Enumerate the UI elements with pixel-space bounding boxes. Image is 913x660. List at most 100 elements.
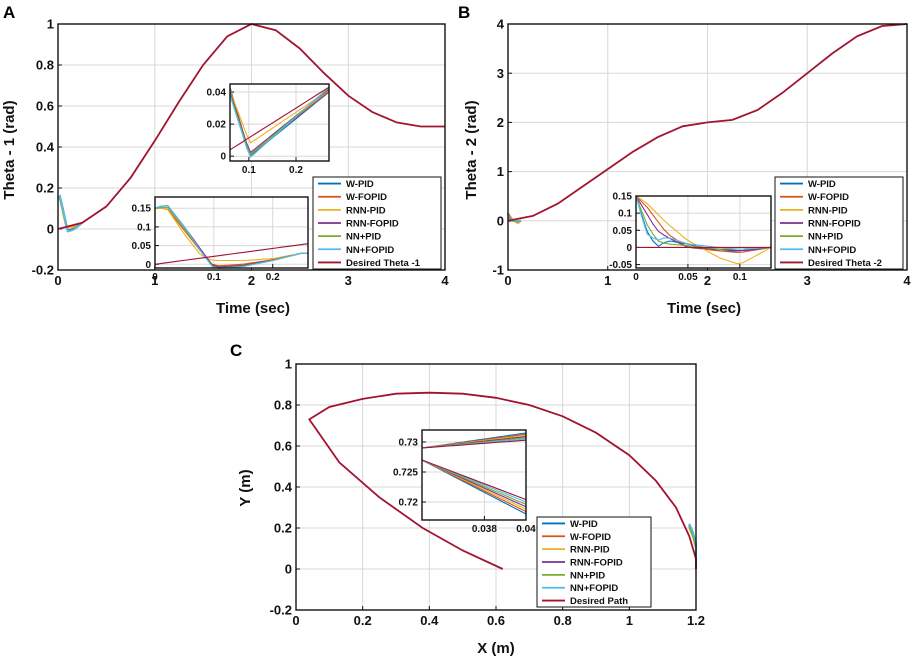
panel-b-legend-label: NN+FOPID — [808, 245, 856, 256]
panel-a-legend-label: RNN-FOPID — [346, 219, 399, 230]
panel-b-inset-line-2 — [635, 195, 772, 265]
panel-a-xlabel: Time (sec) — [216, 300, 290, 317]
panel-a-inset-top-ytick-label: 0 — [220, 152, 226, 163]
panel-a-ytick-label: 0.4 — [36, 140, 55, 155]
panel-c-ytick-label: -0.2 — [270, 603, 292, 618]
panel-c-legend-label: NN+FOPID — [570, 583, 618, 594]
panel-a-legend-label: Desired Theta -1 — [346, 258, 421, 269]
panel-a-inset-top-line-6 — [229, 86, 330, 151]
panel-c-xtick-label: 0.6 — [487, 613, 505, 628]
panel-a-xtick-label: 0 — [54, 273, 61, 288]
panel-b-ytick-label: 3 — [497, 66, 504, 81]
panel-c-xtick-label: 0.4 — [420, 613, 439, 628]
panel-b-inset-xtick-label: 0.05 — [678, 272, 698, 283]
panel-b-inset-frame — [635, 195, 772, 269]
panel-c-frame — [295, 363, 697, 611]
panel-a-ytick-label: 0.6 — [36, 99, 54, 114]
panel-a-legend-label: NN+FOPID — [346, 245, 394, 256]
panel-c-inset-xtick-label: 0.038 — [472, 524, 497, 535]
panel-a-inset-bottom-ytick-label: 0.15 — [132, 204, 152, 215]
panel-a-xtick-label: 4 — [441, 273, 449, 288]
panel-c-inset-line-13 — [421, 459, 527, 501]
panel-a-label: A — [3, 3, 15, 22]
panel-a-ytick-label: 0 — [47, 222, 54, 237]
panel-c-xtick-label: 0 — [292, 613, 299, 628]
panel-c-series-desired — [308, 391, 697, 570]
panel-a: A 0 1 2 3 4-0.200.20.40.60.810.1 0.200.020.04… — [1, 3, 449, 317]
panel-a-plot: 0 1 2 3 4-0.200.20.40.60.810.1 0.200.020.040 0… — [32, 17, 450, 288]
panel-a-legend-label: W-PID — [346, 179, 374, 190]
panel-c-inset-xtick-label: 0.04 — [516, 524, 536, 535]
panel-a-inset-bottom-line-2 — [155, 207, 308, 262]
panel-c-ylabel: Y (m) — [237, 469, 254, 506]
panel-b-inset-bg — [636, 196, 771, 268]
panel-a-inset-top-xtick-label: 0.1 — [242, 165, 256, 176]
panel-c: C 0 0.2 0.4 0.6 0.8 1 1.2-0.200.20.40.60.810.0… — [230, 341, 705, 657]
panel-a-inset-bottom-xtick-label: 0.2 — [266, 272, 280, 283]
panel-b-xtick-label: 4 — [903, 273, 911, 288]
panel-b-inset-xtick-label: 0.1 — [733, 272, 747, 283]
panel-a-inset-bottom-frame — [154, 196, 309, 269]
panel-c-legend-label: W-FOPID — [570, 532, 611, 543]
panel-c-legend-label: W-PID — [570, 519, 598, 530]
panel-b-inset-ytick-label: 0.05 — [613, 226, 633, 237]
panel-a-xtick-label: 2 — [248, 273, 255, 288]
panel-b-legend-label: RNN-FOPID — [808, 219, 861, 230]
panel-c-legend-label: NN+PID — [570, 570, 605, 581]
panel-a-inset-bottom-ytick-label: 0 — [145, 260, 151, 271]
panel-c-ytick-label: 0.6 — [274, 439, 292, 454]
panel-b-inset-ytick-label: 0 — [626, 243, 632, 254]
panel-a-xtick-label: 1 — [151, 273, 158, 288]
panel-b-legend-label: W-FOPID — [808, 192, 849, 203]
panel-a-legend-label: W-FOPID — [346, 192, 387, 203]
panel-c-inset-ytick-label: 0.72 — [399, 498, 419, 509]
panel-a-legend-label: NN+PID — [346, 232, 381, 243]
panel-b-series-desired — [507, 23, 908, 222]
panel-b-legend-label: NN+PID — [808, 232, 843, 243]
panel-c-ytick-label: 0.8 — [274, 398, 292, 413]
panel-a-inset-top-ytick-label: 0.04 — [207, 88, 227, 99]
panel-b-ytick-label: 2 — [497, 115, 504, 130]
panel-b-legend-label: W-PID — [808, 179, 836, 190]
panel-c-plot: 0 0.2 0.4 0.6 0.8 1 1.2-0.200.20.40.60.810.038… — [270, 357, 705, 628]
panel-a-inset-top-bg — [230, 84, 329, 161]
panel-b-label: B — [458, 3, 470, 22]
panel-a-inset-bottom-ytick-label: 0.05 — [132, 241, 152, 252]
panel-c-ytick-label: 0 — [285, 562, 292, 577]
panel-c-inset-ytick-label: 0.725 — [393, 468, 418, 479]
panel-b-inset-ytick-label: 0.15 — [613, 192, 633, 203]
panel-a-inset-bottom-xtick-label: 0 — [152, 272, 158, 283]
panel-c-xtick-label: 1 — [626, 613, 633, 628]
panel-b-xtick-label: 2 — [704, 273, 711, 288]
panel-c-ytick-label: 1 — [285, 357, 292, 372]
panel-a-inset-bottom-line-6 — [154, 243, 309, 265]
panel-b-xtick-label: 0 — [504, 273, 511, 288]
panel-a-xtick-label: 3 — [345, 273, 352, 288]
panel-a-inset-bottom-xtick-label: 0.1 — [207, 272, 221, 283]
panel-c-xtick-label: 0.2 — [354, 613, 372, 628]
panel-b-frame — [507, 23, 908, 271]
panel-c-label: C — [230, 341, 242, 360]
panel-b-ylabel: Theta - 2 (rad) — [463, 100, 480, 199]
panel-c-legend-label: RNN-FOPID — [570, 558, 623, 569]
panel-b-inset-ytick-label: 0.1 — [618, 209, 632, 220]
panel-a-inset-top-ytick-label: 0.02 — [207, 120, 227, 131]
panel-c-ytick-label: 0.4 — [274, 480, 293, 495]
panel-c-xtick-label: 1.2 — [687, 613, 705, 628]
panel-a-inset-bottom-bg — [155, 197, 308, 268]
panel-b-inset-xtick-label: 0 — [633, 272, 639, 283]
panel-a-ytick-label: -0.2 — [32, 263, 54, 278]
panel-b-inset-line-3 — [635, 195, 772, 252]
panel-a-inset-top-frame — [229, 83, 330, 162]
panel-b-legend-label: Desired Theta -2 — [808, 258, 882, 269]
panel-c-ytick-label: 0.2 — [274, 521, 292, 536]
panel-a-ytick-label: 0.2 — [36, 181, 54, 196]
panel-a-frame — [57, 23, 446, 271]
panel-b-ytick-label: -1 — [492, 263, 504, 278]
panel-b-ytick-label: 4 — [497, 17, 505, 32]
panel-c-inset-ytick-label: 0.73 — [399, 438, 419, 449]
panel-b-xtick-label: 1 — [604, 273, 611, 288]
panel-a-inset-top-xtick-label: 0.2 — [289, 165, 303, 176]
